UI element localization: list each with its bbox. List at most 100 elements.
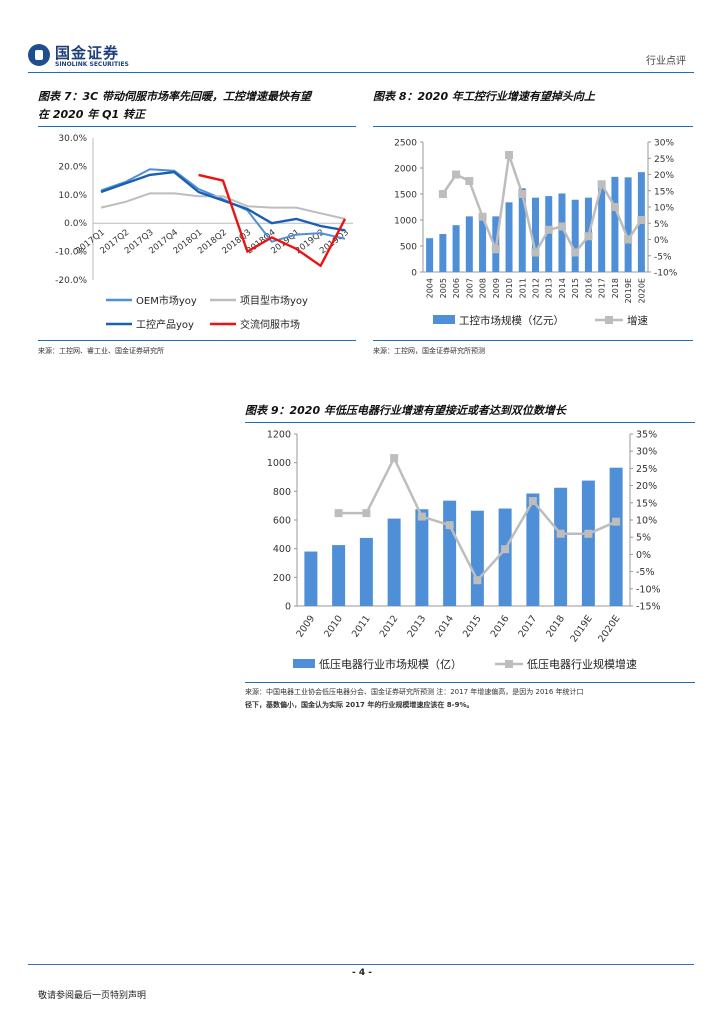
- growth-marker: [452, 170, 461, 179]
- bar: [479, 216, 487, 272]
- fig9-chart: 1200 1000 800 600 400 200 0 35% 30% 25% 20% 15% 10% 5…: [267, 430, 661, 672]
- x-tick-label: 2017: [598, 278, 607, 298]
- bar: [609, 467, 623, 606]
- fig8-chart: 2500 2000 1500 1000 500 0 30% 25% 20% 15% 10% 5% 0% -…: [394, 139, 678, 328]
- legend-swatch-bar: [293, 659, 315, 668]
- growth-marker: [465, 177, 474, 185]
- legend-label: 增速: [627, 314, 648, 327]
- y-right-tick-label: 35%: [636, 430, 657, 441]
- fig7-title-line1: 图表 7：3C 带动伺服市场率先回暖，工控增速最快有望: [38, 90, 312, 103]
- bar: [554, 487, 568, 606]
- y-right-tick-label: 15%: [654, 187, 674, 197]
- document-type: 行业点评: [646, 56, 686, 67]
- y-right-tick-label: 30%: [654, 139, 674, 149]
- growth-marker: [518, 190, 527, 198]
- bar: [387, 518, 401, 606]
- bar: [304, 551, 318, 606]
- x-tick-label: 2014: [558, 278, 567, 298]
- y-tick-label: 30.0%: [58, 134, 87, 144]
- y-right-tick-label: 20%: [636, 481, 657, 492]
- y-right-tick-label: 20%: [654, 171, 674, 181]
- legend-swatch-marker: [605, 316, 613, 324]
- y-right-tick-label: 25%: [654, 155, 674, 165]
- series-line-3: [100, 170, 346, 232]
- x-tick-label: 2006: [452, 278, 461, 298]
- growth-marker: [571, 248, 580, 257]
- x-tick-label: 2013: [405, 613, 428, 639]
- growth-marker: [491, 245, 500, 254]
- bar: [526, 493, 540, 606]
- x-tick-label: 2017: [516, 613, 539, 639]
- x-tick-label: 2005: [439, 278, 448, 298]
- bar: [571, 199, 579, 272]
- y-left-tick-label: 2500: [394, 139, 417, 149]
- fig8-bottom-divider: [373, 340, 693, 341]
- growth-marker: [637, 216, 646, 224]
- y-right-tick-label: 10%: [654, 204, 674, 214]
- brand-name: 国金证券: [55, 44, 120, 62]
- x-tick-label: 2013: [545, 278, 554, 298]
- x-tick-label: 2012: [378, 613, 401, 639]
- x-tick-label: 2010: [322, 613, 345, 639]
- y-right-tick-label: -5%: [654, 252, 672, 262]
- y-right-tick-label: 25%: [636, 464, 657, 475]
- fig8-title: 图表 8：2020 年工控行业增速有望掉头向上: [373, 90, 595, 103]
- bar: [518, 188, 526, 272]
- y-tick-label: 0.0%: [64, 219, 87, 229]
- growth-marker: [501, 545, 510, 554]
- y-left-tick-label: 1000: [267, 458, 291, 469]
- x-tick-label: 2008: [479, 278, 488, 298]
- y-tick-label: 20.0%: [58, 162, 87, 172]
- fig8-source: 来源：工控网，国金证券研究所预测: [373, 347, 485, 355]
- x-tick-label: 2012: [532, 278, 541, 298]
- y-left-tick-label: 0: [411, 269, 417, 279]
- fig9-source-line2: 径下，基数偏小，国金认为实际 2017 年的行业规模增速应该在 8-9%。: [245, 701, 474, 709]
- x-tick-label: 2004: [426, 278, 435, 298]
- y-right-tick-label: -10%: [654, 269, 678, 279]
- x-tick-label: 2015: [571, 278, 580, 298]
- bar: [415, 509, 429, 606]
- fig9-source: 来源：中国电器工业协会低压电器分会、国金证券研究所预测 注：2017 年增速偏高…: [245, 686, 701, 712]
- growth-marker: [556, 529, 565, 538]
- x-tick-label: 2020E: [637, 278, 646, 303]
- y-right-tick-label: 30%: [636, 447, 657, 458]
- legend-label: 低压电器行业市场规模（亿）: [319, 657, 462, 671]
- growth-marker: [334, 509, 343, 518]
- y-right-tick-label: -15%: [636, 602, 661, 613]
- disclaimer-note: 敬请参阅最后一页特别声明: [38, 991, 147, 1001]
- legend-label: 项目型市场yoy: [240, 294, 308, 307]
- bar: [624, 177, 632, 272]
- growth-marker: [544, 225, 553, 234]
- legend-label: 交流伺服市场: [240, 318, 300, 331]
- logo-icon: [28, 44, 50, 66]
- growth-marker: [478, 212, 487, 221]
- legend-label: 工控产品yoy: [136, 318, 194, 331]
- x-tick-label: 2018: [544, 613, 567, 639]
- bar: [558, 193, 566, 272]
- legend-label: OEM市场yoy: [136, 294, 197, 307]
- bar: [505, 202, 513, 272]
- series-line-4: [198, 173, 347, 267]
- bar: [545, 196, 553, 272]
- growth-marker: [612, 517, 621, 526]
- y-tick-label: 10.0%: [58, 191, 87, 201]
- fig7-chart: 30.0%20.0%10.0%0.0%-10.0%-20.0%2017Q1201…: [55, 134, 353, 331]
- bar: [359, 537, 373, 606]
- fig9-source-line1: 来源：中国电器工业协会低压电器分会、国金证券研究所预测 注：2017 年增速偏高…: [245, 688, 584, 696]
- x-tick-label: 2016: [584, 278, 593, 298]
- y-right-tick-label: 15%: [636, 498, 657, 509]
- x-tick-label: 2019E: [569, 613, 595, 644]
- fig7-title: 图表 7：3C 带动伺服市场率先回暖，工控增速最快有望 在 2020 年 Q1 …: [38, 88, 360, 124]
- growth-marker: [362, 509, 371, 518]
- growth-marker: [624, 235, 633, 244]
- legend-swatch-bar: [433, 315, 455, 324]
- header-divider: [28, 72, 694, 73]
- y-right-tick-label: 10%: [636, 516, 657, 527]
- legend-label: 工控市场规模（亿元）: [459, 314, 564, 327]
- growth-marker: [417, 512, 426, 521]
- fig7-title-divider: [38, 126, 356, 127]
- legend-swatch-marker: [505, 660, 513, 668]
- growth-marker: [390, 454, 399, 463]
- footer-divider: [28, 964, 694, 965]
- x-tick-label: 2020E: [596, 613, 622, 644]
